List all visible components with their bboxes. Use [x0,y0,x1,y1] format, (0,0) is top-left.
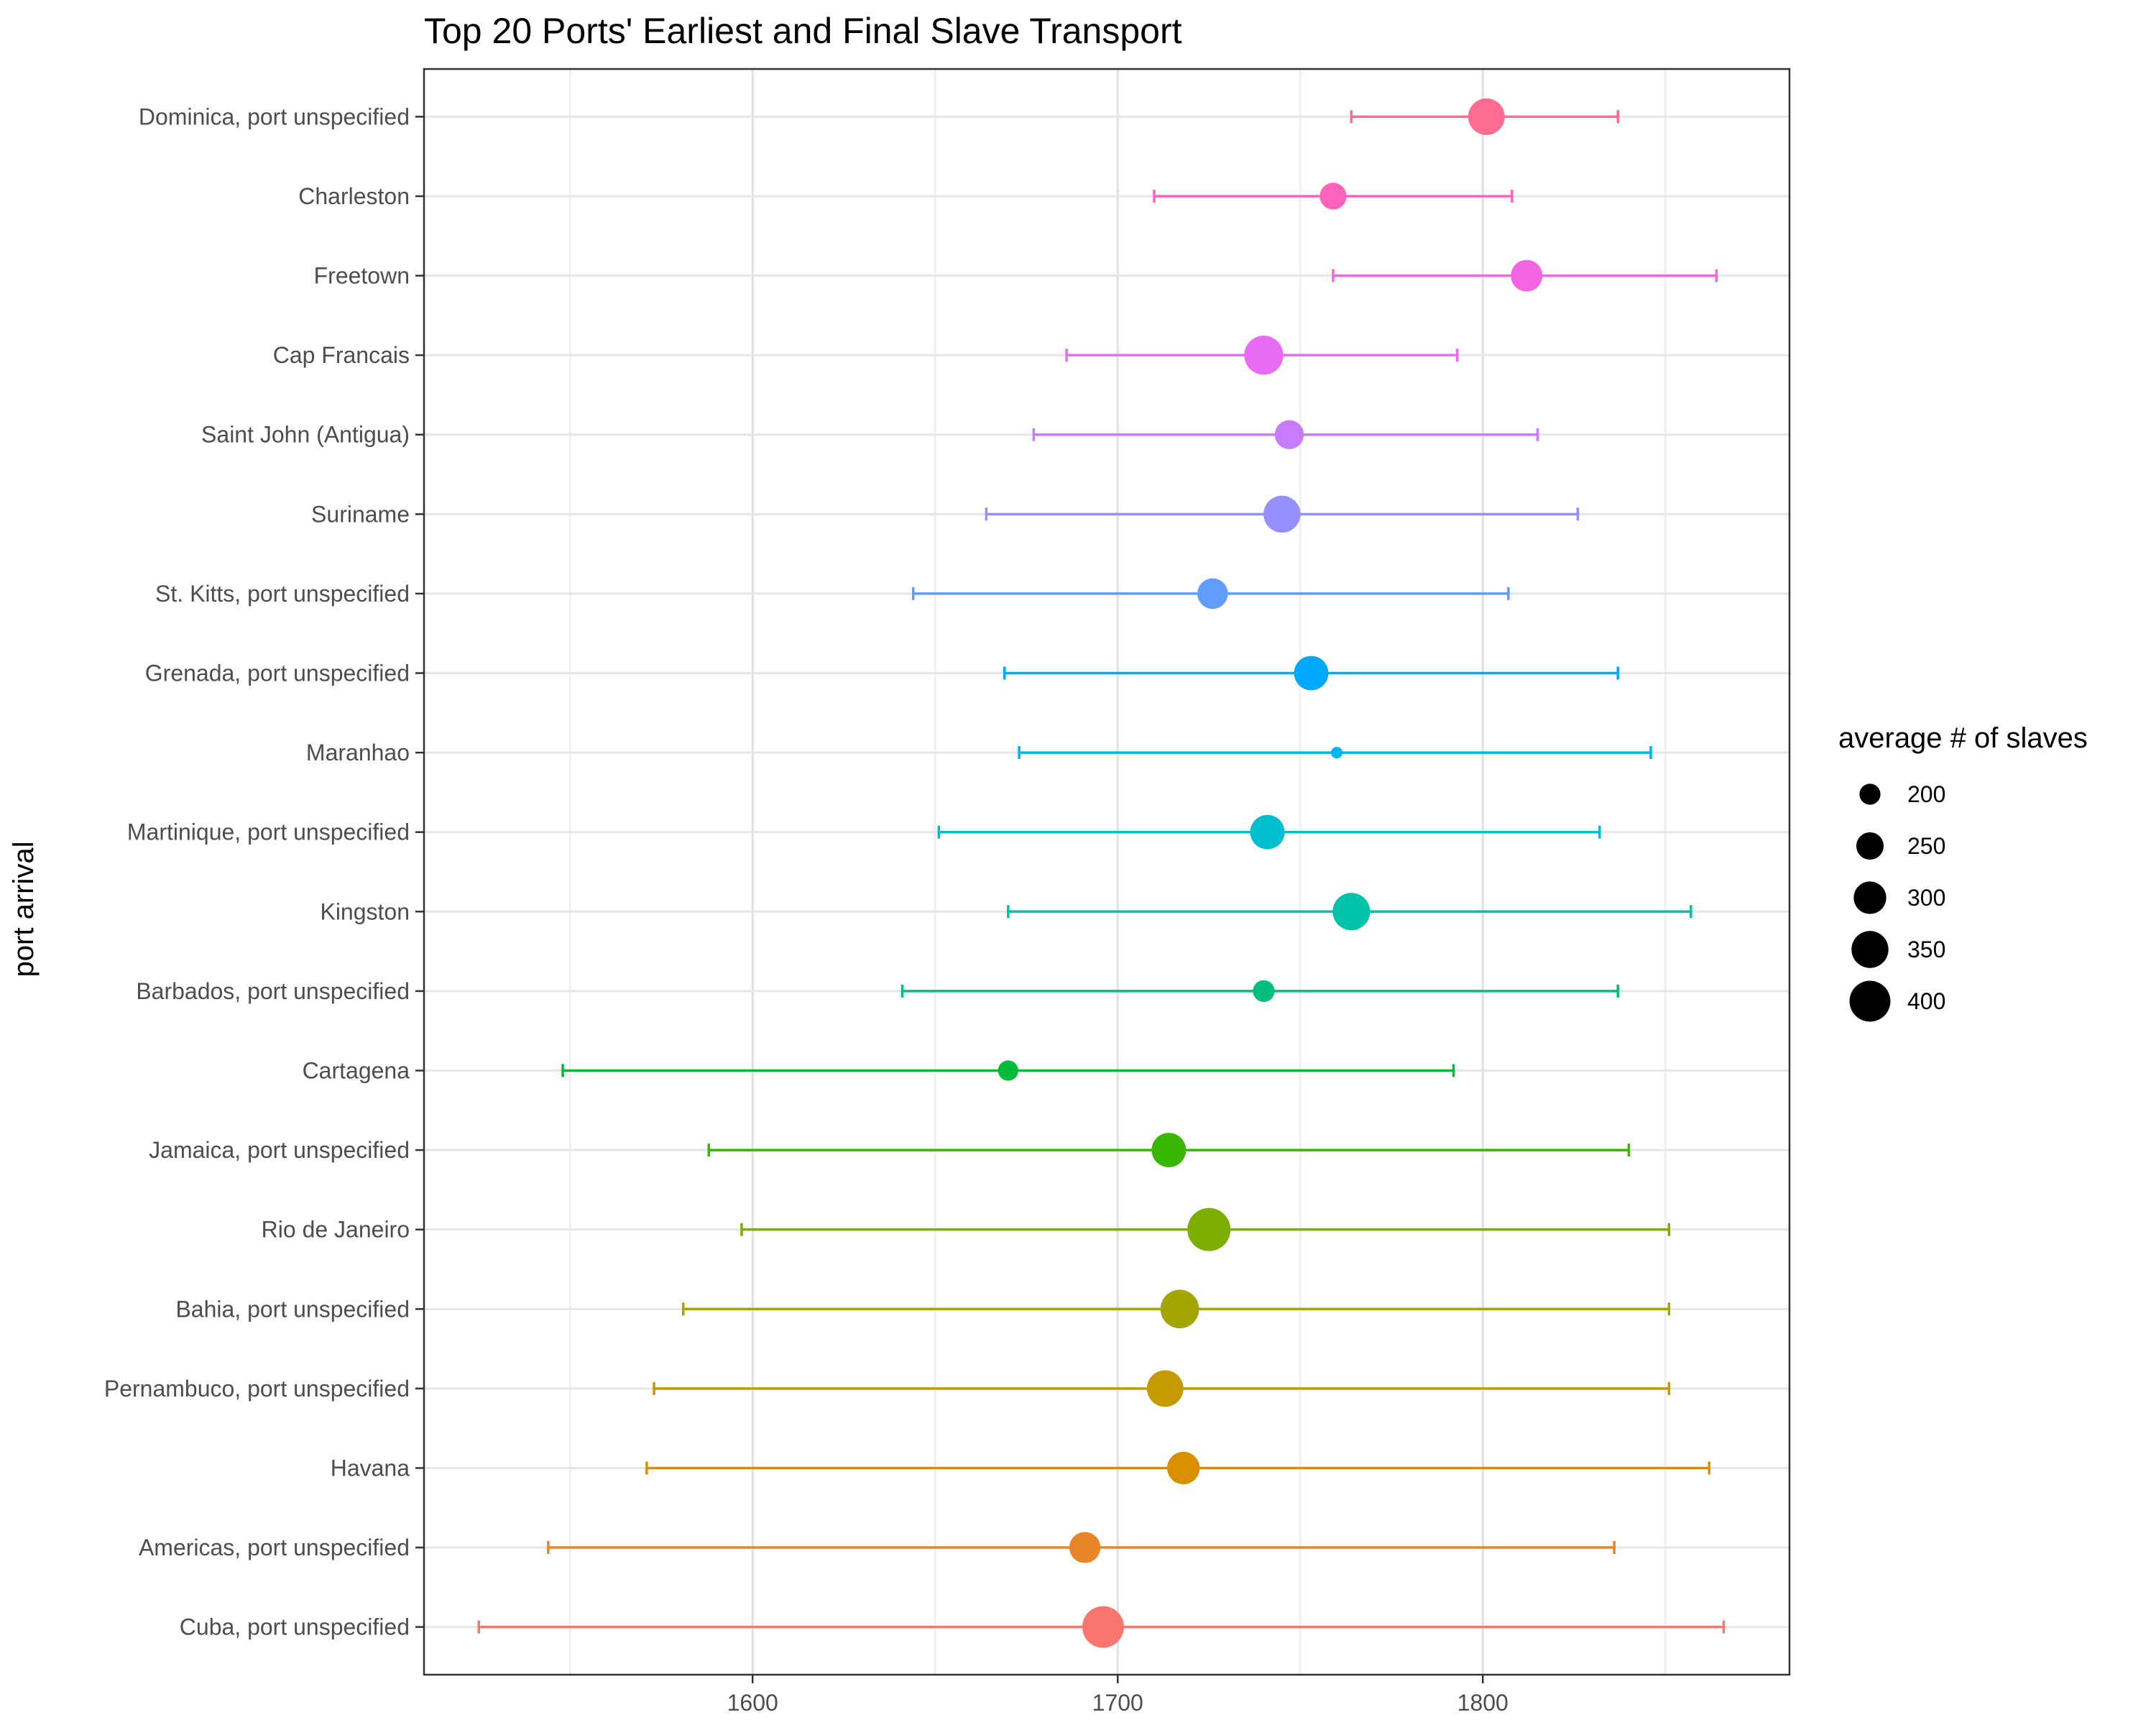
data-point [1187,1208,1231,1251]
port-series-1 [1153,183,1514,210]
y-tick-label: Dominica, port unspecified [139,104,410,129]
legend-label: 300 [1907,885,1945,911]
port-series-17 [645,1451,1710,1485]
data-point [1082,1606,1124,1648]
y-axis-label: port arrival [8,842,40,978]
y-tick-label: Americas, port unspecified [139,1535,410,1560]
legend-label: 200 [1907,781,1945,807]
x-tick-label: 1800 [1457,1690,1508,1716]
legend-label: 400 [1907,988,1945,1014]
legend-key [1859,783,1881,805]
port-series-16 [653,1370,1671,1407]
port-series-10 [1007,893,1692,931]
port-series-3 [1065,336,1459,375]
port-series-15 [681,1289,1671,1329]
port-series-12 [561,1060,1455,1081]
port-series-6 [911,578,1510,610]
legend-title: average # of slaves [1838,722,2088,754]
legend-label: 250 [1907,833,1945,859]
port-series-18 [546,1532,1616,1563]
x-tick-label: 1700 [1092,1690,1143,1716]
data-point [998,1060,1018,1081]
y-tick-label: Martinique, port unspecified [127,819,410,845]
data-point [1069,1532,1101,1563]
data-point [1253,980,1275,1002]
legend-label: 350 [1907,937,1945,962]
panel-background [424,69,1789,1675]
y-tick-label: Grenada, port unspecified [145,661,410,686]
data-point [1274,420,1304,449]
port-series-4 [1032,420,1539,449]
plot-area: Dominica, port unspecified Charleston Free… [104,68,1791,1716]
data-point [1331,747,1343,759]
legend-key [1849,980,1891,1022]
port-series-5 [985,495,1580,533]
legend-key [1851,931,1889,968]
port-series-19 [477,1606,1726,1648]
data-point [1197,578,1228,610]
data-point [1319,183,1347,210]
y-tick-label: Cuba, port unspecified [180,1614,410,1640]
panel-border [423,68,1791,1676]
data-point [1263,495,1301,533]
port-series-8 [1018,746,1652,760]
data-point [1511,259,1543,292]
port-series-7 [1003,656,1619,691]
legend: average # of slaves 200 250 300 350 400 [1838,722,2088,1022]
legend-key [1856,832,1884,860]
data-point [1294,656,1329,691]
data-point [1151,1133,1187,1167]
port-series-0 [1350,98,1619,135]
y-tick-label: Saint John (Antigua) [201,422,410,448]
legend-key [1853,881,1886,914]
y-tick-label: Havana [331,1455,410,1481]
port-series-14 [740,1208,1671,1251]
port-series-11 [900,980,1619,1002]
y-tick-label: Freetown [314,263,410,289]
data-point [1146,1370,1184,1407]
y-tick-label: Suriname [311,501,410,527]
y-tick-label: Cartagena [303,1057,410,1083]
y-tick-label: Pernambuco, port unspecified [104,1376,410,1402]
y-tick-label: Rio de Janeiro [262,1217,410,1243]
data-point [1250,814,1285,850]
x-tick-label: 1600 [727,1690,778,1716]
data-point [1332,893,1370,931]
data-point [1244,336,1284,375]
port-series-13 [707,1133,1631,1167]
data-point [1468,98,1505,135]
chart-title: Top 20 Ports' Earliest and Final Slave T… [424,11,1182,51]
y-tick-label: St. Kitts, port unspecified [155,581,410,607]
y-tick-label: Kingston [320,898,410,924]
data-point [1167,1451,1200,1485]
data-point [1160,1289,1199,1329]
y-tick-label: Bahia, port unspecified [175,1296,410,1322]
y-tick-label: Maranhao [306,740,410,765]
y-tick-label: Jamaica, port unspecified [149,1137,410,1163]
port-series-2 [1332,259,1718,292]
y-tick-label: Cap Francais [273,342,410,368]
y-tick-label: Charleston [298,183,410,209]
y-tick-label: Barbados, port unspecified [136,978,410,1004]
port-series-9 [937,814,1601,850]
